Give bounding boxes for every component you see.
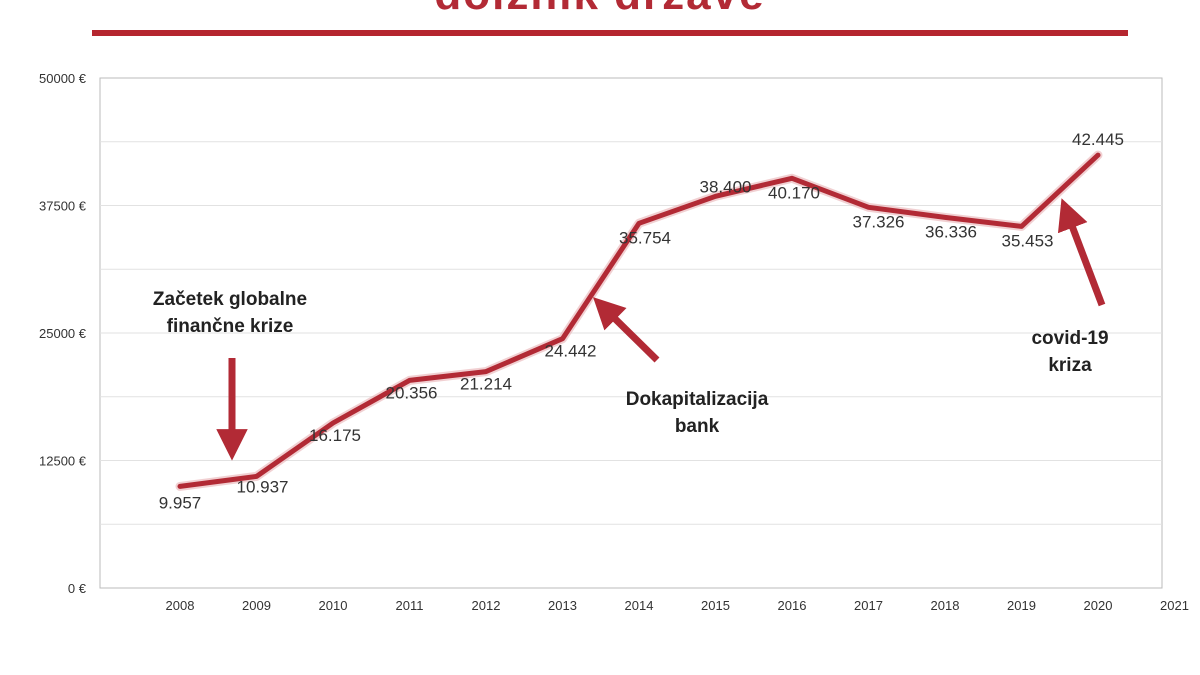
data-label: 9.957 xyxy=(159,493,202,512)
data-label: 20.356 xyxy=(386,383,438,402)
x-tick-label: 2016 xyxy=(778,598,807,613)
series-line-path xyxy=(177,152,1101,489)
x-tick-label: 2011 xyxy=(396,598,424,613)
data-label: 10.937 xyxy=(237,477,289,496)
y-tick-label: 12500 € xyxy=(39,454,87,469)
data-label: 24.442 xyxy=(545,342,597,361)
data-label: 36.336 xyxy=(925,222,977,241)
x-tick-label: 2017 xyxy=(854,598,883,613)
x-tick-label: 2018 xyxy=(931,598,960,613)
annotation-arrow xyxy=(1057,198,1106,307)
data-label: 40.170 xyxy=(768,183,820,202)
annotation-label: covid-19 kriza xyxy=(1031,328,1108,376)
x-tick-label: 2014 xyxy=(625,598,654,613)
page-title-fragment: dolžnik države xyxy=(0,0,1200,20)
x-tick-label: 2015 xyxy=(701,598,730,613)
data-label: 35.453 xyxy=(1002,231,1054,250)
x-tick-label: 2013 xyxy=(548,598,577,613)
annotations: Začetek globalne finančne krize Dokapitali… xyxy=(153,198,1109,461)
title-underline xyxy=(92,30,1128,36)
x-tick-label: 2012 xyxy=(472,598,501,613)
annotation-label: Začetek globalne finančne krize xyxy=(153,289,307,337)
data-labels: 9.957 10.937 16.175 20.356 21.214 24.442 35.75… xyxy=(159,130,1124,512)
series-line xyxy=(175,150,1103,491)
y-tick-label: 0 € xyxy=(68,581,87,596)
annotation-arrow xyxy=(593,297,660,363)
data-label: 35.754 xyxy=(619,228,671,247)
data-label: 42.445 xyxy=(1072,130,1124,149)
y-tick-label: 37500 € xyxy=(39,199,87,214)
data-label: 21.214 xyxy=(460,375,512,394)
y-tick-label: 50000 € xyxy=(39,71,87,86)
data-label: 16.175 xyxy=(309,426,361,445)
data-label: 38.400 xyxy=(700,177,752,196)
y-tick-label: 25000 € xyxy=(39,326,87,341)
x-tick-label: 2010 xyxy=(319,598,348,613)
data-label: 37.326 xyxy=(853,212,905,231)
annotation-label: Dokapitalizacija bank xyxy=(626,389,769,437)
y-axis: 0 € 12500 € 25000 € 37500 € 50000 € xyxy=(39,71,87,596)
x-tick-label: 2021 xyxy=(1160,598,1189,613)
x-tick-label: 2008 xyxy=(166,598,195,613)
x-tick-label: 2009 xyxy=(242,598,271,613)
x-tick-label: 2019 xyxy=(1007,598,1036,613)
x-axis: 2008 2009 2010 2011 2012 2013 2014 2015 2016 2017… xyxy=(166,598,1189,613)
x-tick-label: 2020 xyxy=(1084,598,1113,613)
